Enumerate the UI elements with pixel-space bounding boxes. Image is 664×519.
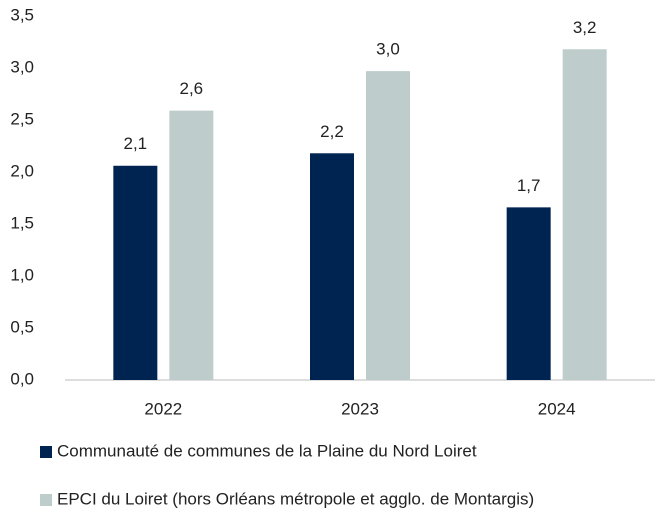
x-tick-label: 2023 [341, 399, 379, 418]
legend-label: Communauté de communes de la Plaine du N… [57, 441, 477, 460]
value-label: 2,1 [124, 134, 148, 153]
legend-swatch [40, 446, 52, 458]
legend-swatch [40, 494, 52, 506]
y-tick-label: 2,0 [10, 161, 34, 180]
legend-label: EPCI du Loiret (hors Orléans métropole e… [57, 489, 534, 508]
bar [366, 71, 410, 381]
y-tick-label: 1,5 [10, 213, 34, 232]
bar [562, 49, 607, 380]
y-tick-label: 0,0 [10, 369, 34, 388]
bar [506, 207, 551, 380]
y-tick-label: 3,5 [10, 5, 34, 24]
bar [169, 110, 214, 380]
y-tick-label: 1,0 [10, 265, 34, 284]
y-tick-label: 0,5 [10, 317, 34, 336]
value-label: 1,7 [517, 176, 541, 195]
y-tick-label: 3,0 [10, 57, 34, 76]
value-label: 2,6 [180, 79, 204, 98]
value-label: 3,2 [573, 18, 597, 37]
bar [113, 165, 158, 380]
bar [310, 153, 354, 380]
value-label: 3,0 [376, 40, 400, 59]
x-tick-label: 2022 [144, 399, 182, 418]
x-tick-label: 2024 [538, 399, 576, 418]
value-label: 2,2 [320, 122, 344, 141]
y-tick-label: 2,5 [10, 109, 34, 128]
